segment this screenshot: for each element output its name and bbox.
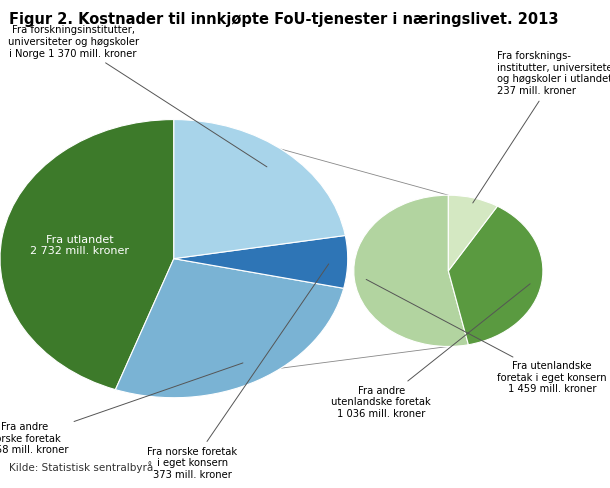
Wedge shape <box>0 120 174 389</box>
Text: Fra forsknings-
institutter, universiteter
og høgskoler i utlandet
237 mill. kro: Fra forsknings- institutter, universitet… <box>473 51 610 203</box>
Wedge shape <box>448 206 543 345</box>
Wedge shape <box>354 195 468 346</box>
Text: Kilde: Statistisk sentralbyrå.: Kilde: Statistisk sentralbyrå. <box>9 462 157 473</box>
Wedge shape <box>174 120 345 259</box>
Text: Fra norske foretak
i eget konsern
373 mill. kroner: Fra norske foretak i eget konsern 373 mi… <box>147 264 329 480</box>
Wedge shape <box>174 236 348 288</box>
Wedge shape <box>115 259 343 398</box>
Text: Fra utlandet
2 732 mill. kroner: Fra utlandet 2 732 mill. kroner <box>30 235 129 256</box>
Text: Fra andre
norske foretak
1 658 mill. kroner: Fra andre norske foretak 1 658 mill. kro… <box>0 363 243 455</box>
Wedge shape <box>448 195 497 271</box>
Text: Figur 2. Kostnader til innkjøpte FoU-tjenester i næringslivet. 2013: Figur 2. Kostnader til innkjøpte FoU-tje… <box>9 12 559 27</box>
Text: Fra forskningsinstitutter,
universiteter og høgskoler
i Norge 1 370 mill. kroner: Fra forskningsinstitutter, universiteter… <box>8 25 267 167</box>
Text: Fra andre
utenlandske foretak
1 036 mill. kroner: Fra andre utenlandske foretak 1 036 mill… <box>331 284 530 419</box>
Text: Fra utenlandske
foretak i eget konsern
1 459 mill. kroner: Fra utenlandske foretak i eget konsern 1… <box>366 280 607 394</box>
